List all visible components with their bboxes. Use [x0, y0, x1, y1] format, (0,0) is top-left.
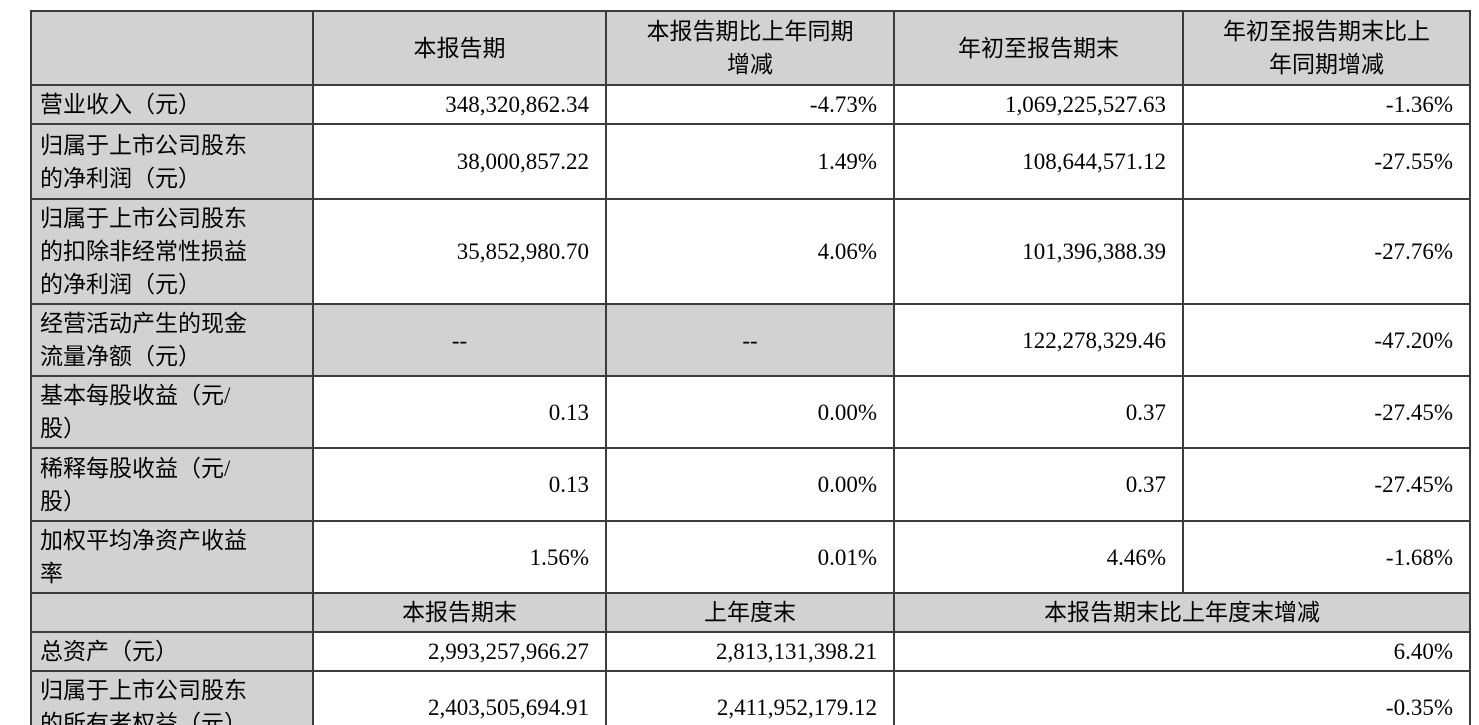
- cell-value: 2,813,131,398.21: [605, 631, 895, 672]
- cell-value: --: [312, 303, 607, 377]
- cell-value: 1.56%: [312, 520, 607, 594]
- table-row: 基本每股收益（元/ 股） 0.13 0.00% 0.37 -27.45%: [30, 375, 1471, 449]
- row-label: 经营活动产生的现金 流量净额（元）: [30, 303, 314, 377]
- cell-value: --: [605, 303, 895, 377]
- cell-value: 0.37: [893, 375, 1184, 449]
- row-label: 稀释每股收益（元/ 股）: [30, 447, 314, 522]
- cell-value: -47.20%: [1182, 303, 1471, 377]
- row-label: 归属于上市公司股东 的扣除非经常性损益 的净利润（元）: [30, 198, 314, 305]
- cell-value: 0.01%: [605, 520, 895, 594]
- cell-value: -27.45%: [1182, 375, 1471, 449]
- cell-value: 348,320,862.34: [312, 84, 607, 125]
- cell-value: 38,000,857.22: [312, 123, 607, 200]
- table-row: 稀释每股收益（元/ 股） 0.13 0.00% 0.37 -27.45%: [30, 447, 1471, 522]
- cell-value: -0.35%: [893, 670, 1471, 725]
- row-label: 加权平均净资产收益 率: [30, 520, 314, 594]
- section2-header-row: 本报告期末 上年度末 本报告期末比上年度末增减: [30, 592, 1471, 633]
- table-row: 总资产（元） 2,993,257,966.27 2,813,131,398.21 6.…: [30, 631, 1471, 672]
- cell-value: 0.00%: [605, 447, 895, 522]
- table-row: 归属于上市公司股东 的净利润（元） 38,000,857.22 1.49% 108,6…: [30, 123, 1471, 200]
- row-label: 总资产（元）: [30, 631, 314, 672]
- cell-value: -4.73%: [605, 84, 895, 125]
- cell-value: 1,069,225,527.63: [893, 84, 1184, 125]
- cell-value: 108,644,571.12: [893, 123, 1184, 200]
- cell-value: 35,852,980.70: [312, 198, 607, 305]
- column-header: 本报告期末比上年度末增减: [893, 592, 1471, 633]
- cell-value: -27.76%: [1182, 198, 1471, 305]
- cell-value: -1.36%: [1182, 84, 1471, 125]
- column-header: [30, 592, 314, 633]
- cell-value: 2,993,257,966.27: [312, 631, 607, 672]
- cell-value: 4.06%: [605, 198, 895, 305]
- row-label: 归属于上市公司股东 的净利润（元）: [30, 123, 314, 200]
- cell-value: -27.45%: [1182, 447, 1471, 522]
- table-row: 归属于上市公司股东 的所有者权益（元） 2,403,505,694.91 2,411…: [30, 670, 1471, 725]
- table-row: 归属于上市公司股东 的扣除非经常性损益 的净利润（元） 35,852,980.70…: [30, 198, 1471, 305]
- cell-value: -1.68%: [1182, 520, 1471, 594]
- column-header: 上年度末: [605, 592, 895, 633]
- cell-value: 0.37: [893, 447, 1184, 522]
- cell-value: 0.13: [312, 447, 607, 522]
- cell-value: 1.49%: [605, 123, 895, 200]
- cell-value: 2,411,952,179.12: [605, 670, 895, 725]
- row-label: 归属于上市公司股东 的所有者权益（元）: [30, 670, 314, 725]
- table-row: 营业收入（元） 348,320,862.34 -4.73% 1,069,225,527…: [30, 84, 1471, 125]
- column-header: 本报告期比上年同期 增减: [605, 10, 895, 86]
- cell-value: 0.13: [312, 375, 607, 449]
- cell-value: 2,403,505,694.91: [312, 670, 607, 725]
- cell-value: 101,396,388.39: [893, 198, 1184, 305]
- table-row: 经营活动产生的现金 流量净额（元） -- -- 122,278,329.46 -47.2…: [30, 303, 1471, 377]
- column-header: 本报告期: [312, 10, 607, 86]
- column-header: [30, 10, 314, 86]
- table-row: 加权平均净资产收益 率 1.56% 0.01% 4.46% -1.68%: [30, 520, 1471, 594]
- cell-value: 6.40%: [893, 631, 1471, 672]
- row-label: 基本每股收益（元/ 股）: [30, 375, 314, 449]
- column-header: 本报告期末: [312, 592, 607, 633]
- cell-value: -27.55%: [1182, 123, 1471, 200]
- financial-summary-table: 本报告期 本报告期比上年同期 增减 年初至报告期末 年初至报告期末比上 年同期增减 营业…: [30, 10, 1471, 725]
- column-header: 年初至报告期末比上 年同期增减: [1182, 10, 1471, 86]
- section1-header-row: 本报告期 本报告期比上年同期 增减 年初至报告期末 年初至报告期末比上 年同期增减: [30, 10, 1471, 86]
- cell-value: 0.00%: [605, 375, 895, 449]
- row-label: 营业收入（元）: [30, 84, 314, 125]
- cell-value: 122,278,329.46: [893, 303, 1184, 377]
- column-header: 年初至报告期末: [893, 10, 1184, 86]
- cell-value: 4.46%: [893, 520, 1184, 594]
